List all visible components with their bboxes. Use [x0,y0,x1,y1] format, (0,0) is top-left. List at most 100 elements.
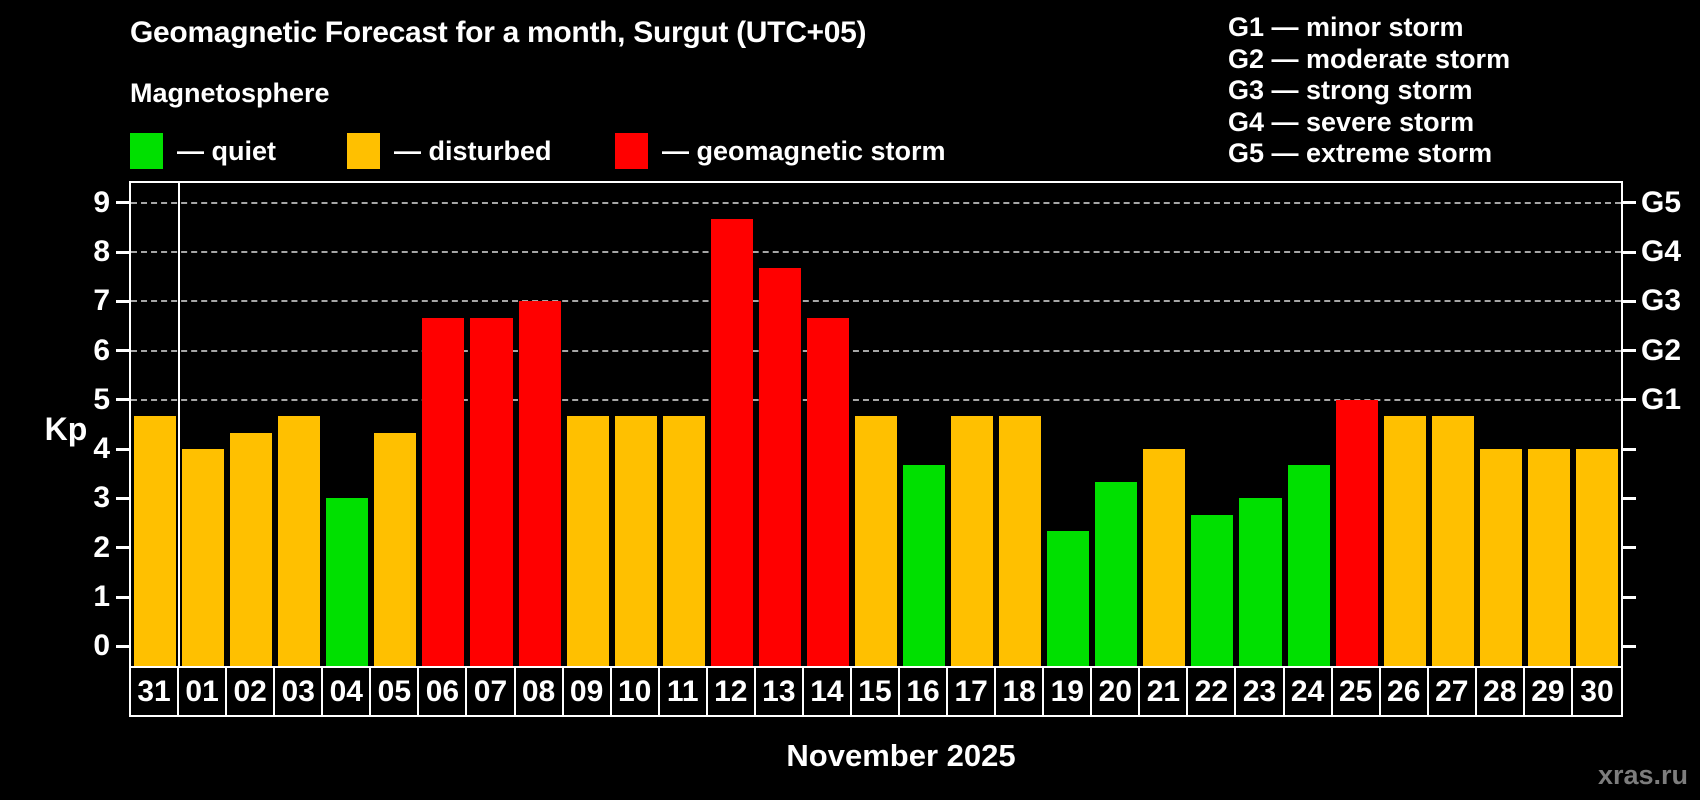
bar-day-07 [470,317,513,666]
day-label-20: 20 [1092,668,1141,715]
day-label-07: 07 [467,668,516,715]
storm-scale-legend: G1 — minor storm G2 — moderate storm G3 … [1228,12,1510,170]
right-tick-5 [1623,398,1636,402]
day-label-17: 17 [948,668,997,715]
condition-legend: — quiet — disturbed — geomagnetic storm [130,131,1130,171]
day-label-12: 12 [708,668,756,715]
day-label-27: 27 [1429,668,1477,715]
y-tick-label-2: 2 [93,530,110,564]
bar-day-31 [134,416,177,666]
bar-day-05 [374,432,417,666]
gridline-kp-9 [131,201,1621,204]
day-label-08: 08 [516,668,564,715]
left-tick-9 [116,201,129,205]
day-label-15: 15 [852,668,901,715]
day-label-14: 14 [804,668,852,715]
day-label-02: 02 [227,668,276,715]
bar-day-09 [566,416,609,666]
day-label-04: 04 [323,668,372,715]
y-tick-label-1: 1 [93,580,110,613]
chart-subtitle: Magnetosphere [130,78,330,108]
bar-day-12 [710,218,753,666]
left-tick-6 [116,349,129,353]
legend-item-quiet: — quiet [130,131,276,171]
day-label-22: 22 [1188,668,1237,715]
legend-label-storm: — geomagnetic storm [662,135,946,166]
y-tick-label-6: 6 [93,333,110,367]
right-tick-4 [1623,447,1636,451]
bar-day-18 [999,416,1042,666]
day-label-row: 31 01 02 03 04 05 06 07 08 09 10 11 12 13 14 15 16 17 18 19… [129,666,1623,717]
kp-axis-label: Kp [44,411,88,447]
left-tick-5 [116,398,129,402]
right-tick-9 [1623,201,1636,205]
bar-day-29 [1527,449,1570,666]
day-label-06: 06 [419,668,468,715]
left-tick-4 [116,447,129,451]
day-label-28: 28 [1477,668,1525,715]
day-label-09: 09 [564,668,612,715]
bar-day-13 [758,268,801,666]
gridline-kp-7 [131,300,1621,303]
storm-scale-g2: G2 — moderate storm [1228,43,1511,74]
left-tick-7 [116,299,129,303]
bar-day-04 [326,498,369,666]
g-scale-label-g3: G3 [1641,284,1682,318]
right-tick-6 [1623,349,1636,353]
g-scale-label-g4: G4 [1641,235,1682,268]
right-tick-7 [1623,299,1636,303]
bar-day-03 [278,416,321,666]
g-scale-label-g5: G5 [1641,185,1682,219]
y-tick-label-0: 0 [93,629,110,663]
left-tick-1 [116,595,129,599]
watermark: xras.ru [1597,760,1688,790]
g-scale-label-g2: G2 [1641,333,1682,367]
right-tick-2 [1623,546,1636,550]
day-label-16: 16 [900,668,949,715]
right-tick-0 [1623,644,1636,648]
day-label-18: 18 [996,668,1045,715]
day-label-24: 24 [1285,668,1333,715]
left-tick-3 [116,496,129,500]
storm-scale-g3: G3 — strong storm [1228,75,1473,105]
plot-area [129,181,1623,668]
bar-day-06 [422,317,465,666]
storm-color-swatch [615,133,648,169]
bar-day-15 [854,416,898,666]
bar-day-14 [806,317,849,666]
right-tick-3 [1623,496,1636,500]
bar-day-16 [903,465,946,666]
bar-day-19 [1047,531,1090,666]
month-separator-line [178,183,181,666]
y-tick-label-8: 8 [93,235,110,268]
day-label-19: 19 [1044,668,1093,715]
left-tick-0 [116,644,129,648]
legend-item-storm: — geomagnetic storm [615,131,946,171]
day-label-10: 10 [612,668,660,715]
bar-day-23 [1239,498,1282,666]
gridline-kp-8 [131,251,1621,253]
bar-day-02 [230,432,273,666]
day-label-21: 21 [1140,668,1189,715]
day-label-01: 01 [179,668,228,715]
right-tick-1 [1623,595,1636,599]
bar-day-22 [1191,514,1234,666]
legend-label-quiet: — quiet [177,135,276,166]
disturbed-color-swatch [347,133,380,169]
day-label-23: 23 [1236,668,1285,715]
legend-item-disturbed: — disturbed [347,131,552,171]
chart-title: Geomagnetic Forecast for a month, Surgut… [130,16,867,49]
g-scale-label-g1: G1 [1641,382,1682,416]
bar-day-10 [614,416,657,666]
bar-day-24 [1287,465,1330,666]
gridline-kp-5 [131,398,1621,401]
bar-day-30 [1575,449,1618,666]
bar-day-21 [1143,449,1186,666]
storm-scale-g1: G1 — minor storm [1228,12,1464,42]
y-tick-label-3: 3 [93,481,110,515]
bar-day-01 [182,449,225,666]
month-caption: November 2025 [786,738,1016,773]
day-label-03: 03 [275,668,324,715]
day-label-29: 29 [1525,668,1573,715]
